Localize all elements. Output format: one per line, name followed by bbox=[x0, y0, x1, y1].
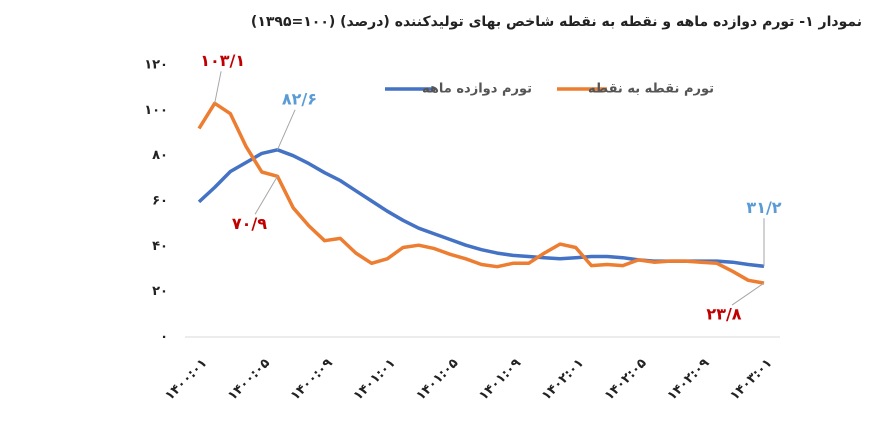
value-label: ۲۳/۸ bbox=[706, 305, 741, 324]
x-tick-label: ۱۴۰۱:۰۵ bbox=[413, 356, 461, 404]
value-label: ۳۱/۲ bbox=[746, 198, 781, 217]
x-tick-label: ۱۴۰۰:۰۹ bbox=[288, 356, 336, 404]
y-tick-label: ۴۰ bbox=[152, 239, 168, 254]
value-label: ۱۰۳/۱ bbox=[200, 51, 245, 70]
leader-line bbox=[731, 282, 765, 306]
chart-title: نمودار ۱- تورم دوازده ماهه و نقطه به نقط… bbox=[251, 14, 862, 30]
legend-label: تورم دوازده ماهه bbox=[422, 82, 532, 97]
legend-label: تورم نقطه به نقطه bbox=[588, 82, 714, 97]
line-series bbox=[197, 101, 765, 285]
x-tick-label: ۱۴۰۲:۰۱ bbox=[539, 356, 587, 404]
x-tick-label: ۱۴۰۰:۰۵ bbox=[225, 356, 273, 404]
line-series bbox=[197, 148, 765, 269]
leader-line bbox=[254, 176, 278, 215]
x-tick-label: ۱۴۰۱:۰۹ bbox=[476, 356, 524, 404]
leader-line bbox=[277, 109, 296, 150]
y-tick-label: ۸۰ bbox=[152, 148, 168, 163]
x-tick-label: ۱۴۰۳:۰۱ bbox=[727, 356, 775, 404]
value-label: ۷۰/۹ bbox=[232, 214, 267, 233]
x-tick-label: ۱۴۰۲:۰۵ bbox=[602, 356, 650, 404]
leader-line bbox=[214, 71, 222, 104]
x-tick-label: ۱۴۰۰:۰۱ bbox=[162, 356, 210, 404]
x-tick-label: ۱۴۰۲:۰۹ bbox=[665, 356, 713, 404]
y-tick-label: ۱۰۰ bbox=[144, 103, 168, 118]
x-tick-label: ۱۴۰۱:۰۱ bbox=[351, 356, 399, 404]
y-tick-label: ۶۰ bbox=[152, 194, 168, 209]
y-tick-label: ۱۲۰ bbox=[144, 58, 168, 73]
y-tick-label: ۰ bbox=[160, 330, 168, 345]
y-tick-label: ۲۰ bbox=[152, 284, 168, 299]
value-label: ۸۲/۶ bbox=[282, 89, 317, 108]
